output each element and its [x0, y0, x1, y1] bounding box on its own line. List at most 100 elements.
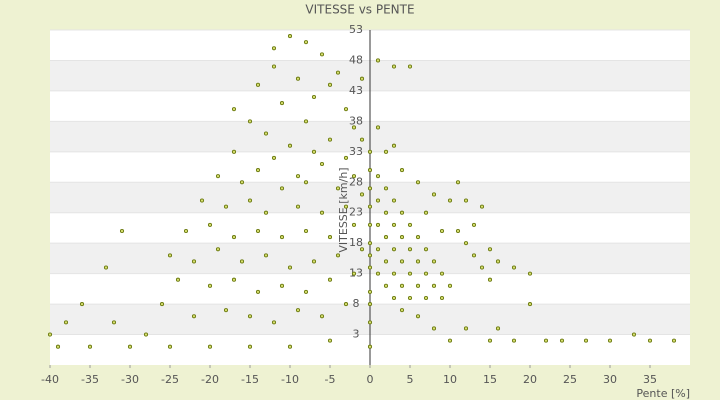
point	[367, 265, 373, 270]
point	[295, 308, 301, 313]
y-tick-label: 43	[349, 84, 363, 97]
point	[239, 259, 245, 264]
point	[511, 265, 517, 270]
point	[367, 302, 373, 307]
point	[207, 283, 213, 288]
point	[471, 222, 477, 227]
point	[391, 295, 397, 301]
point	[423, 247, 429, 252]
point	[423, 210, 429, 215]
point	[175, 277, 181, 282]
point	[319, 161, 325, 167]
point	[295, 174, 301, 179]
point	[327, 137, 333, 142]
point	[383, 283, 389, 288]
point	[351, 174, 357, 179]
x-tick-label: -20	[201, 373, 219, 386]
point	[239, 180, 245, 185]
point	[343, 302, 349, 307]
x-tick-label: 10	[443, 373, 457, 386]
point	[447, 198, 453, 203]
point	[263, 253, 269, 258]
point	[391, 198, 397, 203]
point	[367, 320, 373, 325]
point	[231, 107, 237, 112]
point	[439, 271, 445, 276]
y-tick-label: 13	[349, 267, 363, 280]
x-tick-label: 25	[563, 373, 577, 386]
x-axis-label: Pente [%]	[636, 387, 690, 400]
point	[423, 295, 429, 301]
point	[87, 344, 93, 349]
point	[415, 314, 421, 319]
x-tick-label: 20	[523, 373, 537, 386]
point	[415, 180, 421, 185]
point	[119, 228, 125, 234]
point	[319, 52, 325, 57]
x-tick-label: -35	[81, 373, 99, 386]
point	[223, 204, 229, 209]
point	[295, 76, 301, 81]
point	[215, 174, 221, 179]
point	[247, 198, 253, 203]
point	[367, 149, 373, 154]
chart-title: VITESSE vs PENTE	[305, 3, 414, 17]
point	[215, 247, 221, 252]
point	[423, 271, 429, 276]
point	[407, 271, 413, 276]
point	[463, 241, 469, 246]
point	[375, 198, 381, 203]
x-tick-label: 15	[483, 373, 497, 386]
point	[303, 180, 309, 185]
point	[335, 186, 341, 191]
point	[479, 204, 485, 209]
point	[303, 40, 309, 45]
point	[631, 332, 637, 337]
point	[527, 271, 533, 276]
point	[255, 289, 261, 294]
point	[471, 253, 477, 258]
x-tick-label: 35	[643, 373, 657, 386]
point	[367, 344, 373, 349]
point	[287, 34, 293, 39]
point	[55, 344, 61, 349]
point	[79, 302, 85, 307]
point	[47, 332, 53, 337]
point	[399, 210, 405, 215]
point	[263, 131, 269, 136]
point	[399, 235, 405, 240]
point	[431, 259, 437, 264]
point	[287, 344, 293, 349]
point	[367, 241, 373, 246]
point	[399, 308, 405, 313]
point	[399, 259, 405, 264]
point	[351, 125, 357, 130]
point	[375, 174, 381, 179]
point	[399, 168, 405, 173]
point	[159, 302, 165, 307]
point	[167, 253, 173, 258]
point	[367, 253, 373, 258]
point	[431, 326, 437, 331]
point	[327, 235, 333, 240]
point	[543, 338, 549, 343]
point	[127, 344, 133, 349]
point	[487, 338, 493, 343]
point	[367, 289, 373, 294]
point	[527, 302, 533, 307]
point	[375, 247, 381, 252]
y-tick-label: 8	[353, 297, 360, 310]
point	[247, 119, 253, 124]
point	[223, 308, 229, 313]
point	[231, 235, 237, 240]
point	[63, 320, 69, 325]
point	[383, 259, 389, 264]
point	[343, 204, 349, 209]
point	[351, 222, 357, 227]
point	[359, 76, 365, 81]
x-tick-label: -30	[121, 373, 139, 386]
point	[391, 247, 397, 252]
point	[167, 344, 173, 349]
point	[375, 222, 381, 227]
point	[495, 326, 501, 331]
